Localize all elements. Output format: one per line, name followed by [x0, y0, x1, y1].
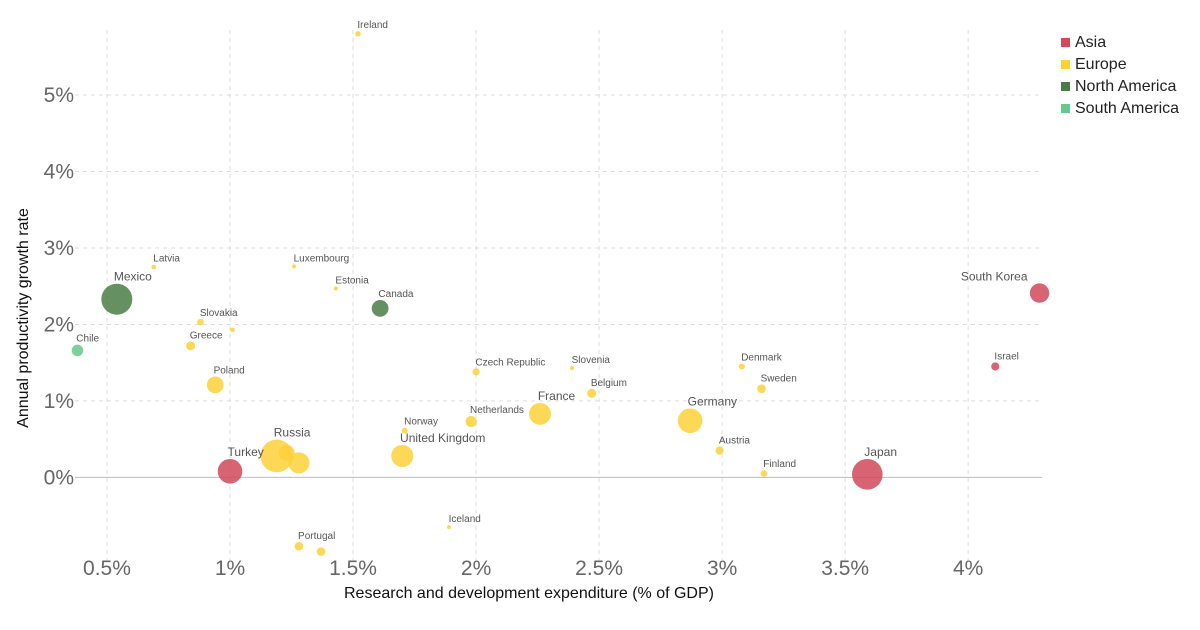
x-tick-label: 4%: [953, 557, 983, 580]
point-label: Chile: [76, 334, 99, 345]
legend-swatch: [1061, 38, 1070, 47]
legend-label: Asia: [1075, 34, 1106, 51]
bubble-norway: [401, 427, 408, 434]
x-tick-label: 3.5%: [821, 557, 869, 580]
point-label: Mexico: [114, 270, 152, 284]
bubble-iceland: [447, 525, 452, 530]
x-axis-title: Research and development expenditure (% …: [344, 585, 714, 602]
point-label: South Korea: [961, 269, 1028, 283]
point-label: Finland: [763, 459, 796, 470]
bubble-germany: [677, 408, 703, 434]
point-label: United Kingdom: [400, 431, 485, 445]
bubble-denmark: [738, 363, 745, 370]
x-tick-label: 2%: [461, 557, 491, 580]
bubble-slovakia: [197, 318, 204, 326]
y-tick-label: 4%: [44, 160, 74, 183]
bubble-ireland: [355, 31, 361, 37]
bubble-chile: [71, 344, 84, 357]
point-label: Russia: [274, 426, 311, 440]
bubble-finland: [760, 470, 768, 477]
point-label: Norway: [404, 417, 438, 428]
point-label: Germany: [688, 394, 737, 408]
point-label: Greece: [190, 330, 223, 341]
bubble-canada: [371, 300, 389, 317]
bubble-united-kingdom: [391, 444, 414, 468]
bubble-south-korea: [1029, 283, 1050, 303]
grid-layer: [75, 30, 1042, 560]
x-tick-label: 3%: [707, 557, 737, 580]
point-label: Japan: [864, 445, 897, 459]
bubble-unlabeled: [288, 452, 310, 474]
point-label: Estonia: [335, 275, 369, 286]
bubble-czech-republic: [472, 368, 480, 376]
point-label: Iceland: [449, 514, 481, 525]
x-axis-ticks: 0.5% 1% 1.5% 2% 2.5% 3% 3.5% 4%: [83, 557, 983, 580]
bubble-turkey: [217, 458, 243, 484]
point-label: Israel: [994, 351, 1018, 362]
point-label: Poland: [214, 365, 245, 376]
point-label: Sweden: [761, 373, 797, 384]
point-label: Portugal: [298, 531, 335, 542]
legend-label: Europe: [1075, 56, 1127, 73]
bubble-japan: [851, 459, 883, 490]
y-axis-title: Annual productivity growth rate: [15, 208, 32, 428]
point-label: Slovenia: [572, 355, 611, 366]
bubble-unlabeled: [316, 547, 326, 556]
point-label: Turkey: [228, 445, 264, 459]
bubble-luxembourg: [291, 264, 296, 269]
bubble-slovenia: [570, 366, 575, 371]
bubble-austria: [715, 446, 724, 455]
x-tick-label: 1%: [215, 557, 245, 580]
bubble-netherlands: [465, 415, 477, 428]
bubble-unlabeled: [278, 444, 295, 461]
point-label-layer: Russia Mexico Japan Germany Turkey United Kin…: [76, 20, 1028, 542]
legend-label: North America: [1075, 78, 1176, 95]
point-label: Austria: [719, 436, 751, 447]
y-tick-label: 5%: [44, 84, 74, 107]
y-tick-label: 2%: [44, 313, 74, 336]
bubble-portugal: [294, 541, 304, 551]
legend-swatch: [1061, 104, 1070, 113]
bubble-layer: [71, 31, 1050, 556]
point-label: Denmark: [741, 352, 783, 363]
bubble-poland: [206, 376, 224, 394]
legend-swatch: [1061, 60, 1070, 69]
bubble-unlabeled: [230, 327, 235, 333]
y-tick-label: 1%: [44, 390, 74, 413]
y-axis-ticks: 0% 1% 2% 3% 4% 5%: [44, 84, 74, 489]
legend-swatch: [1061, 82, 1070, 91]
bubble-latvia: [151, 264, 157, 270]
bubble-sweden: [757, 384, 766, 393]
point-label: France: [538, 389, 576, 403]
point-label: Netherlands: [470, 405, 524, 416]
bubble-france: [529, 402, 552, 425]
y-tick-label: 3%: [44, 237, 74, 260]
point-label: Slovakia: [200, 308, 238, 319]
point-label: Latvia: [153, 254, 180, 265]
x-tick-label: 2.5%: [575, 557, 623, 580]
bubble-belgium: [587, 388, 597, 398]
legend-label: South America: [1075, 100, 1179, 117]
point-label: Canada: [378, 289, 413, 300]
bubble-israel: [991, 362, 1000, 371]
point-label: Czech Republic: [475, 357, 545, 368]
bubble-greece: [186, 341, 196, 351]
point-label: Belgium: [591, 378, 627, 389]
point-label: Luxembourg: [294, 253, 350, 264]
point-label: Ireland: [357, 20, 388, 31]
legend: Asia Europe North America South America: [1061, 34, 1179, 117]
x-tick-label: 1.5%: [329, 557, 377, 580]
bubble-mexico: [101, 283, 133, 315]
y-tick-label: 0%: [44, 466, 74, 489]
x-tick-label: 0.5%: [83, 557, 131, 580]
bubble-estonia: [333, 286, 338, 291]
